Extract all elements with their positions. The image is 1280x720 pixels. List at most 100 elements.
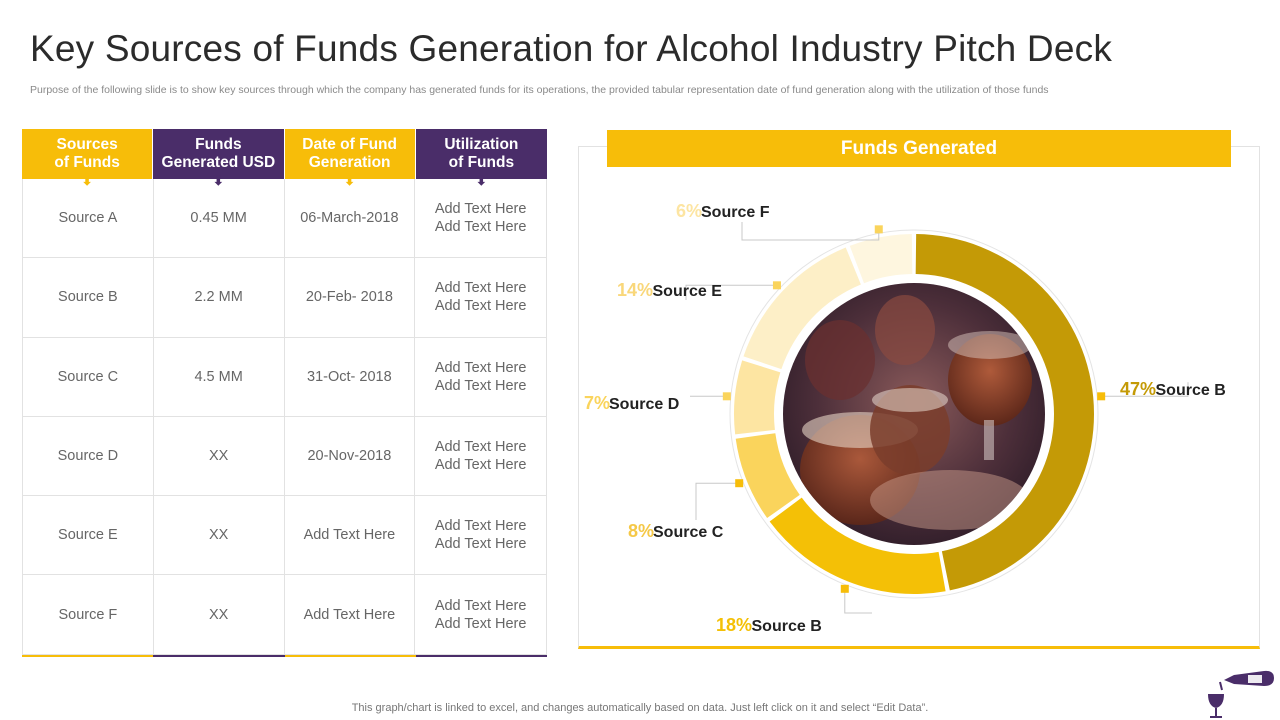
outer-guide-ring — [729, 229, 1099, 599]
callout-marker — [874, 225, 883, 234]
footer-bar-segment — [284, 654, 416, 657]
beer-glasses-toast-photo — [776, 276, 1052, 552]
cell-funds: 0.45 MM — [154, 179, 285, 258]
slide-subtitle: Purpose of the following slide is to sho… — [30, 84, 1049, 96]
donut-slice-source-e[interactable] — [743, 247, 861, 370]
utilization-line: Add Text Here — [434, 280, 527, 297]
table-row: Source F XX Add Text Here Add Text Here A… — [23, 575, 546, 655]
utilization-line: Add Text Here — [434, 615, 527, 632]
callout-line — [741, 222, 880, 241]
header-line: Generated USD — [161, 154, 276, 171]
donut-slice-source-d[interactable] — [734, 360, 781, 435]
header-line: of Funds — [54, 154, 120, 171]
cell-utilization: Add Text Here Add Text Here — [415, 496, 546, 574]
data-label-percent: 47% — [1120, 379, 1156, 399]
down-arrow-icon: ⬇ — [475, 173, 487, 188]
cell-utilization: Add Text Here Add Text Here — [415, 179, 546, 257]
data-label-source: Source D — [609, 396, 679, 413]
data-label-source: Source C — [653, 524, 724, 541]
slide-title: Key Sources of Funds Generation for Alco… — [30, 28, 1113, 69]
callout-line — [695, 482, 740, 520]
footer-bar-segment — [22, 654, 154, 657]
cell-utilization: Add Text Here Add Text Here — [415, 258, 546, 336]
chart-title: Funds Generated — [607, 130, 1231, 167]
table-row: Source A 0.45 MM 06-March-2018 Add Text … — [23, 179, 546, 259]
header-line: of Funds — [448, 154, 515, 171]
header-line: Utilization — [444, 135, 519, 153]
table-row: Source C 4.5 MM 31-Oct- 2018 Add Text He… — [23, 337, 546, 417]
header-date-of-fund-generation: Date of Fund Generation ⬇ — [284, 129, 416, 187]
cell-source: Source E — [23, 496, 154, 575]
donut-callouts: 47% Source B18% Source B8%Source C7%Source… — [584, 201, 1226, 635]
utilization-line: Add Text Here — [434, 201, 527, 218]
donut-slice-source-b[interactable] — [915, 234, 1095, 591]
down-arrow-icon: ⬇ — [81, 173, 93, 188]
footnote: This graph/chart is linked to excel, and… — [351, 702, 929, 714]
down-arrow-icon: ⬇ — [212, 173, 224, 188]
cell-source: Source D — [23, 416, 154, 496]
cell-funds: XX — [154, 496, 285, 575]
cell-source: Source A — [23, 179, 154, 258]
cell-date: 06-March-2018 — [285, 179, 416, 258]
cell-date: 20-Nov-2018 — [285, 416, 416, 496]
callout-marker — [1097, 392, 1106, 401]
cell-utilization: Add Text Here Add Text Here — [415, 575, 546, 653]
callout-marker — [722, 392, 731, 401]
donut-slice-source-c[interactable] — [735, 433, 800, 519]
table-header: Sources of Funds ⬇ Funds Generated USD ⬇ D… — [22, 129, 547, 187]
utilization-line: Add Text Here — [434, 518, 527, 535]
cell-source: Source C — [23, 337, 154, 416]
cell-source: Source F — [23, 575, 154, 654]
utilization-line: Add Text Here — [434, 536, 527, 553]
table-footer-bar — [22, 654, 547, 657]
cell-date: Add Text Here — [285, 496, 416, 575]
cell-source: Source B — [23, 258, 154, 337]
cell-date: Add Text Here — [285, 575, 416, 654]
wine-bottle-glass-icon — [1208, 670, 1274, 718]
data-label-percent: 14% — [617, 280, 653, 300]
cell-date: 31-Oct- 2018 — [285, 337, 416, 416]
header-line: Sources — [56, 135, 118, 153]
data-label-source: Source E — [653, 283, 723, 300]
utilization-line: Add Text Here — [434, 377, 527, 394]
header-line: Date of Fund — [302, 135, 397, 153]
table-row: Source E XX Add Text Here Add Text Here A… — [23, 496, 546, 576]
utilization-line: Add Text Here — [434, 219, 527, 236]
callout-line — [685, 284, 777, 300]
utilization-line: Add Text Here — [434, 457, 527, 474]
cell-funds: XX — [154, 416, 285, 496]
cell-utilization: Add Text Here Add Text Here — [415, 417, 546, 495]
data-label-percent: 7% — [584, 393, 610, 413]
donut-slices — [734, 234, 1095, 594]
data-label-source: Source B — [1156, 382, 1226, 399]
header-line: Generation — [308, 154, 391, 171]
footer-bar-segment — [415, 654, 547, 657]
utilization-line: Add Text Here — [434, 359, 527, 376]
header-utilization-of-funds: Utilization of Funds ⬇ — [415, 129, 547, 187]
data-label-percent: 18% — [716, 615, 752, 635]
cell-funds: 4.5 MM — [154, 337, 285, 416]
callout-line — [1101, 382, 1189, 397]
data-label-percent: 6% — [676, 201, 702, 221]
callout-marker — [735, 479, 744, 488]
utilization-line: Add Text Here — [434, 439, 527, 456]
table-row: Source D XX 20-Nov-2018 Add Text Here Add… — [23, 416, 546, 497]
data-label-source: Source B — [752, 618, 822, 635]
header-line: Funds — [195, 135, 242, 153]
cell-funds: 2.2 MM — [154, 258, 285, 337]
footer-bar-segment — [153, 654, 285, 657]
cell-funds: XX — [154, 575, 285, 654]
down-arrow-icon: ⬇ — [344, 173, 356, 188]
header-funds-generated: Funds Generated USD ⬇ — [153, 129, 285, 187]
data-label-percent: 8% — [628, 521, 654, 541]
cell-date: 20-Feb- 2018 — [285, 258, 416, 337]
callout-marker — [772, 281, 781, 290]
donut-slice-source-b[interactable] — [769, 497, 946, 594]
data-label-source: Source F — [701, 204, 770, 221]
table-body: Source A 0.45 MM 06-March-2018 Add Text … — [22, 179, 547, 655]
funds-table: Sources of Funds ⬇ Funds Generated USD ⬇ D… — [22, 129, 547, 657]
callout-line — [844, 588, 872, 614]
cell-utilization: Add Text Here Add Text Here — [415, 338, 546, 416]
donut-slice-source-f[interactable] — [849, 234, 913, 284]
